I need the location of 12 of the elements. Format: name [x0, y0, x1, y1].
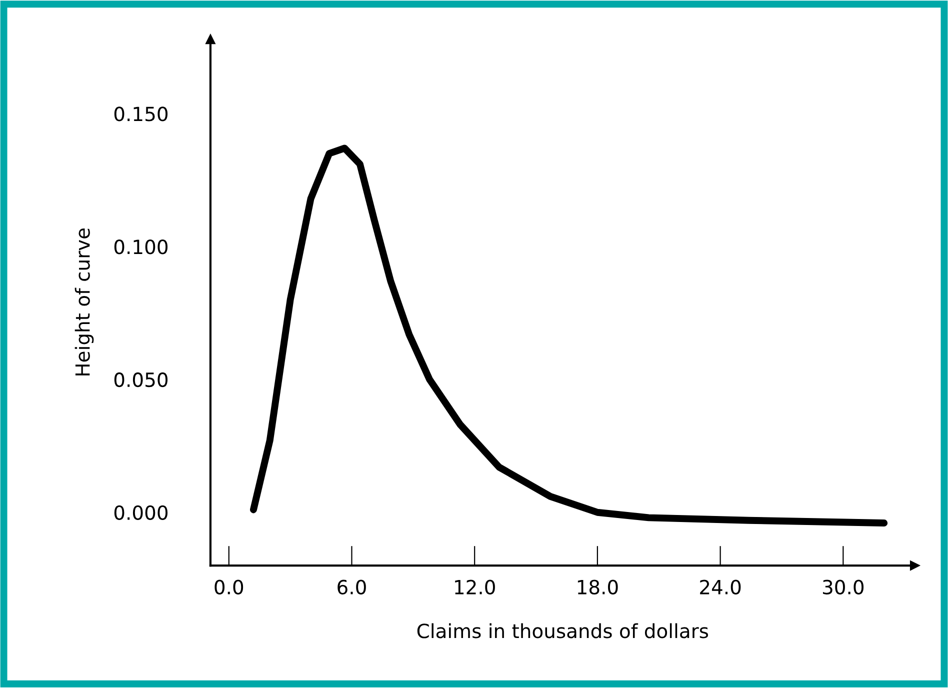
- y-tick-label: 0.150: [114, 106, 168, 122]
- x-tick-label: 30.0: [822, 580, 864, 594]
- x-tick-label: 24.0: [700, 580, 741, 594]
- x-tick-label: 0.0: [214, 580, 244, 594]
- x-tick-label: 12.0: [455, 580, 495, 594]
- x-axis-title: Claims in thousands of dollars: [417, 623, 708, 638]
- x-tick-label: 18.0: [578, 580, 618, 594]
- y-tick-label: 0.100: [114, 240, 168, 254]
- x-tick-label: 6.0: [338, 580, 366, 594]
- y-tick-label: 0.000: [114, 505, 168, 520]
- y-tick-label: 0.050: [114, 372, 168, 388]
- y-axis-title: Height of curve: [74, 228, 94, 376]
